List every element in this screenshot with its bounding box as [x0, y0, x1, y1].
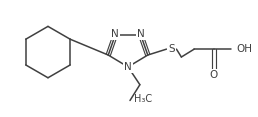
Text: H₃C: H₃C — [134, 93, 152, 104]
Text: N: N — [124, 62, 132, 72]
Text: O: O — [210, 70, 218, 80]
Text: N: N — [137, 29, 145, 39]
Text: OH: OH — [237, 44, 253, 54]
Text: N: N — [111, 29, 119, 39]
Text: S: S — [168, 44, 175, 54]
